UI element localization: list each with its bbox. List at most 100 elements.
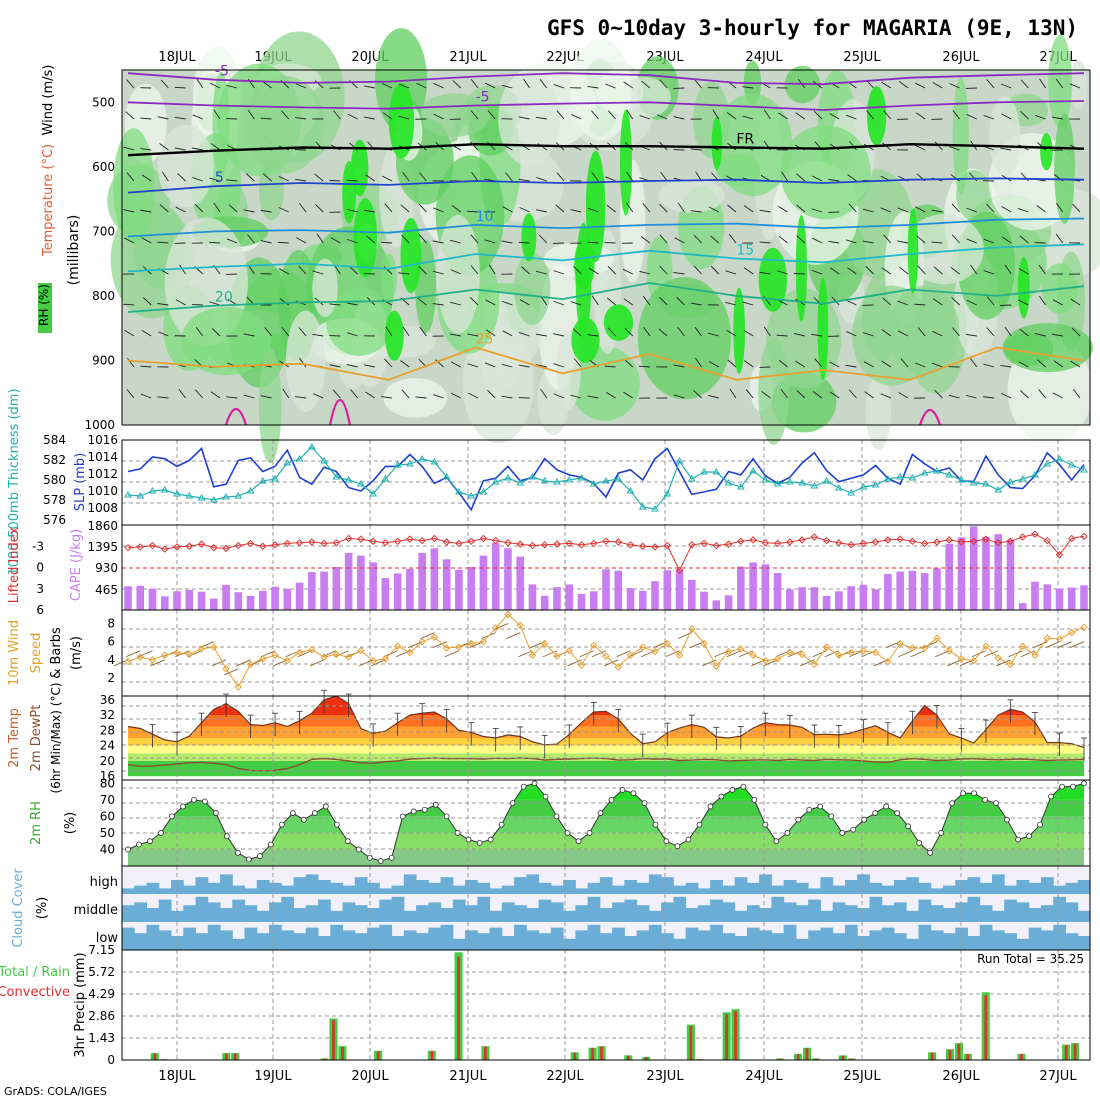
- cape-bar: [185, 590, 193, 610]
- cloud-bar: [747, 905, 760, 922]
- rh-point: [499, 822, 504, 827]
- wind-barb-10m: [273, 660, 287, 666]
- cape-tick-label: 1860: [87, 519, 118, 533]
- convective-bar: [958, 1044, 961, 1060]
- cape-bar: [418, 553, 426, 610]
- cape-bar: [357, 556, 365, 610]
- rh-point: [455, 830, 460, 835]
- rh-patch: [243, 76, 324, 174]
- cloud-bar: [428, 883, 441, 894]
- rh-point: [719, 794, 724, 799]
- cape-bar: [382, 578, 390, 610]
- cloud-bar: [820, 928, 833, 950]
- rh-point: [488, 837, 493, 842]
- cloud-bar: [980, 883, 993, 894]
- panel-frame: [122, 950, 1090, 1060]
- rh-point: [136, 842, 141, 847]
- cloud-bar: [306, 874, 319, 894]
- cloud-bar: [453, 886, 466, 894]
- cloud-bar: [857, 874, 870, 894]
- cloud-bar: [588, 897, 601, 922]
- cape-bar: [443, 559, 451, 610]
- wind-tick-label: 2: [107, 671, 115, 685]
- cloud-bar: [1029, 908, 1042, 922]
- rh-point: [884, 804, 889, 809]
- cloud-bar: [698, 905, 711, 922]
- cloud-bar: [330, 911, 343, 922]
- wind-barb-10m: [1045, 642, 1059, 648]
- rh-point: [180, 804, 185, 809]
- cloud-bar: [661, 877, 674, 894]
- cloud-bar: [698, 930, 711, 950]
- rh-patch: [953, 78, 969, 195]
- convective-bar: [806, 1048, 809, 1060]
- cloud-bar: [931, 905, 944, 922]
- pressure-tick-label: 700: [92, 224, 115, 238]
- rh-point: [730, 787, 735, 792]
- cloud-bar: [551, 928, 564, 950]
- lifted-tick-label: 6: [36, 603, 44, 617]
- cape-bar: [713, 600, 721, 610]
- precip-tick-label: 7.15: [88, 943, 115, 957]
- cloud-bar: [967, 936, 980, 950]
- rh-tick-label: 60: [100, 809, 115, 823]
- temp-tick-label: 24: [100, 739, 115, 753]
- cloud-bar: [220, 874, 233, 894]
- cloud-bar: [967, 877, 980, 894]
- rh-patch: [989, 96, 1020, 176]
- cloud-bar: [330, 925, 343, 950]
- cloud-bar: [416, 880, 429, 894]
- date-label-bottom: 26JUL: [942, 1069, 980, 1084]
- cloud-bar: [294, 908, 307, 922]
- rh-axis-label: 2m RH: [29, 801, 44, 845]
- pressure-tick-label: 800: [92, 289, 115, 303]
- cloud-bar: [686, 883, 699, 894]
- cape-bar: [1019, 603, 1027, 610]
- cape-bar: [627, 588, 635, 610]
- date-label-top: 26JUL: [942, 50, 980, 65]
- cape-tick-label: 1395: [87, 540, 118, 554]
- cape-bar: [737, 567, 745, 610]
- temp-bands: [122, 685, 1090, 777]
- rh-point: [433, 802, 438, 807]
- isotherm-label: 20: [215, 290, 233, 306]
- rh-point: [279, 822, 284, 827]
- cape-bar: [639, 591, 647, 610]
- rh-point: [972, 791, 977, 796]
- rh-point: [862, 817, 867, 822]
- cloud-bar: [1041, 905, 1054, 922]
- cloud-bar: [551, 886, 564, 894]
- cloud-bar: [649, 874, 662, 894]
- cloud-bar: [882, 886, 895, 894]
- convective-bar: [430, 1051, 433, 1060]
- cloud-bar: [661, 902, 674, 922]
- cape-bar: [222, 585, 230, 610]
- temperature-label: Temperature (°C): [41, 144, 56, 257]
- rh-point: [906, 824, 911, 829]
- cloud-bar: [196, 933, 209, 950]
- convective-bar: [457, 957, 460, 1060]
- isotherm-label: 15: [736, 242, 754, 258]
- cloud-bar: [526, 874, 539, 894]
- date-label-bottom: 23JUL: [646, 1069, 684, 1084]
- rh-point: [169, 814, 174, 819]
- cape-bar: [406, 569, 414, 610]
- cloud-bar: [1078, 936, 1091, 950]
- cape-bar: [1043, 584, 1051, 610]
- rh-point: [444, 814, 449, 819]
- cape-bar: [1080, 585, 1088, 610]
- date-label-bottom: 18JUL: [158, 1069, 196, 1084]
- cloud-bar: [122, 905, 135, 922]
- cloud-bar: [710, 925, 723, 950]
- cloud-bar: [514, 905, 527, 922]
- cloud-bar: [894, 880, 907, 894]
- cloud-bar: [918, 883, 931, 894]
- rh-point: [345, 839, 350, 844]
- cloud-bar: [894, 902, 907, 922]
- convective-bar: [967, 1054, 970, 1060]
- date-label-top: 18JUL: [158, 50, 196, 65]
- rh-tick-label: 50: [100, 826, 115, 840]
- rh-point: [950, 801, 955, 806]
